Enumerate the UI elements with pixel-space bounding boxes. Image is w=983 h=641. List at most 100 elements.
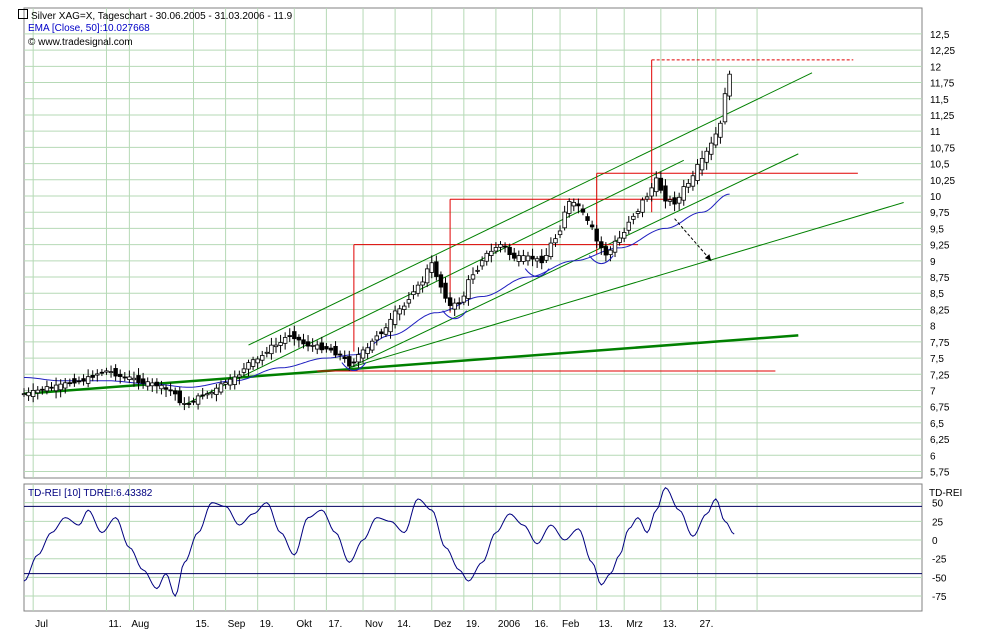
candle-body xyxy=(136,375,141,383)
candle-body xyxy=(580,208,586,213)
y-tick-label: 7,75 xyxy=(930,338,950,349)
x-tick-label: 14. xyxy=(397,619,411,630)
candle-body xyxy=(553,238,558,244)
y-tick-label: 10 xyxy=(930,192,942,203)
candle-body xyxy=(663,185,668,202)
y-tick-label: 8,5 xyxy=(930,289,944,300)
candle-body xyxy=(209,392,215,395)
x-tick-label: 13. xyxy=(663,619,677,630)
source-credit: © www.tradesignal.com xyxy=(28,37,133,49)
candle-body xyxy=(250,359,256,367)
candle-body xyxy=(379,331,384,335)
candle-body xyxy=(122,376,127,379)
candle-body xyxy=(576,203,581,207)
x-tick-label: Okt xyxy=(296,619,312,630)
candle-body xyxy=(113,368,118,377)
candle-body xyxy=(443,282,448,299)
candle-body xyxy=(489,250,494,256)
candle-body xyxy=(502,245,508,248)
candle-body xyxy=(237,374,242,378)
candle-body xyxy=(76,380,82,383)
candle-body xyxy=(608,249,613,256)
x-tick-label: Sep xyxy=(228,619,246,630)
axes-layer: Jul 11. Aug 15. Sep 19. Okt 17. Nov 14. Dez 19. 2006… xyxy=(35,30,955,630)
candle-body xyxy=(402,305,407,310)
candle-body xyxy=(273,344,279,348)
candle-body xyxy=(227,378,233,386)
candle-body xyxy=(127,376,132,380)
candle-body xyxy=(695,164,700,181)
y-tick-label: 6,25 xyxy=(930,435,950,446)
candle-body xyxy=(411,291,416,296)
candle-body xyxy=(484,252,489,262)
candle-body xyxy=(131,377,137,381)
candle-body xyxy=(40,388,45,391)
candle-body xyxy=(296,336,302,341)
y-tick-label: 6,5 xyxy=(930,419,944,430)
candle-body xyxy=(301,339,306,345)
candle-body xyxy=(191,400,196,403)
copyright-icon: © xyxy=(28,37,36,48)
x-tick-label: 11. xyxy=(108,619,121,630)
x-tick-label: 2006 xyxy=(498,619,521,630)
candle-body xyxy=(649,187,654,197)
candle-body xyxy=(186,403,192,405)
candle-body xyxy=(479,260,485,267)
candle-body xyxy=(145,381,150,387)
candle-body xyxy=(557,230,563,236)
indicator-tick-label: 25 xyxy=(932,517,944,528)
indicator-tick-label: -50 xyxy=(932,573,947,584)
y-tick-label: 12 xyxy=(930,62,942,73)
candle-body xyxy=(104,370,109,373)
candle-body xyxy=(681,186,686,201)
indicator-legend: TD-REI [10] TDREI:6.43382 xyxy=(28,488,153,499)
x-tick-label: 19. xyxy=(260,619,274,630)
candle-body xyxy=(163,387,169,390)
x-tick-label: 27. xyxy=(700,619,714,630)
candle-body xyxy=(498,244,503,248)
candle-body xyxy=(466,279,471,299)
candle-body xyxy=(434,261,439,277)
candle-body xyxy=(200,394,205,397)
candle-body xyxy=(53,384,59,392)
projection-arrow xyxy=(674,218,712,262)
candle-body xyxy=(269,344,274,355)
trendline xyxy=(349,202,904,369)
y-tick-label: 9,75 xyxy=(930,208,950,219)
candle-body xyxy=(108,371,114,374)
candle-body xyxy=(347,356,352,367)
trendline xyxy=(184,159,684,406)
candle-body xyxy=(182,403,187,405)
candle-body xyxy=(603,246,609,256)
candle-body xyxy=(640,199,645,213)
candle-body xyxy=(461,295,467,303)
candle-body xyxy=(709,142,714,155)
candle-body xyxy=(356,354,361,363)
source-text: www.tradesignal.com xyxy=(38,37,133,48)
candle-body xyxy=(218,383,224,393)
y-tick-label: 11 xyxy=(930,127,941,138)
td-rei-line xyxy=(23,487,735,598)
indicator-panel xyxy=(23,487,922,598)
x-tick-label: Mrz xyxy=(626,619,643,630)
x-tick-label: 16. xyxy=(535,619,549,630)
candle-body xyxy=(571,201,576,207)
y-tick-label: 6,75 xyxy=(930,403,950,414)
candle-body xyxy=(722,93,728,123)
candle-body xyxy=(278,342,283,346)
x-tick-label: 13. xyxy=(599,619,613,630)
candle-body xyxy=(585,216,590,221)
candle-body xyxy=(223,382,228,385)
x-tick-label: Jul xyxy=(35,619,48,630)
candle-body xyxy=(241,368,247,373)
x-tick-label: Nov xyxy=(365,619,383,630)
candle-body xyxy=(58,383,63,391)
candle-body xyxy=(72,378,77,384)
candle-body xyxy=(392,310,398,325)
candle-body xyxy=(246,362,251,370)
candle-body xyxy=(310,344,315,347)
y-tick-label: 11,25 xyxy=(930,111,955,122)
candle-body xyxy=(635,211,641,214)
candle-body xyxy=(370,340,375,351)
